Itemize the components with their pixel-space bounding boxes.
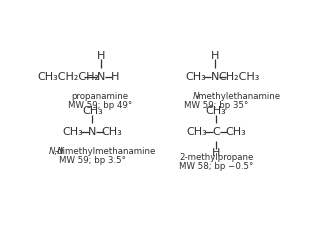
- Text: N: N: [211, 72, 219, 82]
- Text: H: H: [97, 51, 105, 60]
- Text: MW 58; bp −0.5°: MW 58; bp −0.5°: [179, 162, 254, 171]
- Text: CH₃: CH₃: [82, 106, 103, 116]
- Text: N: N: [97, 72, 105, 82]
- Text: CH₃: CH₃: [206, 106, 227, 116]
- Text: CH₃: CH₃: [63, 127, 84, 137]
- Text: MW 59; bp 3.5°: MW 59; bp 3.5°: [59, 156, 126, 165]
- Text: propanamine: propanamine: [71, 92, 128, 101]
- Text: H: H: [212, 148, 220, 158]
- Text: N,N: N,N: [49, 147, 64, 156]
- Text: N: N: [193, 92, 200, 101]
- Text: 2-methylpropane: 2-methylpropane: [179, 153, 254, 162]
- Text: H: H: [211, 51, 219, 60]
- Text: CH₃CH₂CH₂: CH₃CH₂CH₂: [37, 72, 99, 82]
- Text: CH₃: CH₃: [101, 127, 122, 137]
- Text: MW 59; bp 49°: MW 59; bp 49°: [68, 101, 132, 110]
- Text: CH₂CH₃: CH₂CH₃: [218, 72, 259, 82]
- Text: -dimethylmethanamine: -dimethylmethanamine: [54, 147, 156, 156]
- Text: C: C: [212, 127, 220, 137]
- Text: N: N: [88, 127, 97, 137]
- Text: -methylethanamine: -methylethanamine: [196, 92, 281, 101]
- Text: CH₃: CH₃: [187, 127, 207, 137]
- Text: H: H: [111, 72, 120, 82]
- Text: CH₃: CH₃: [185, 72, 206, 82]
- Text: MW 59; bp 35°: MW 59; bp 35°: [184, 101, 249, 110]
- Text: CH₃: CH₃: [225, 127, 246, 137]
